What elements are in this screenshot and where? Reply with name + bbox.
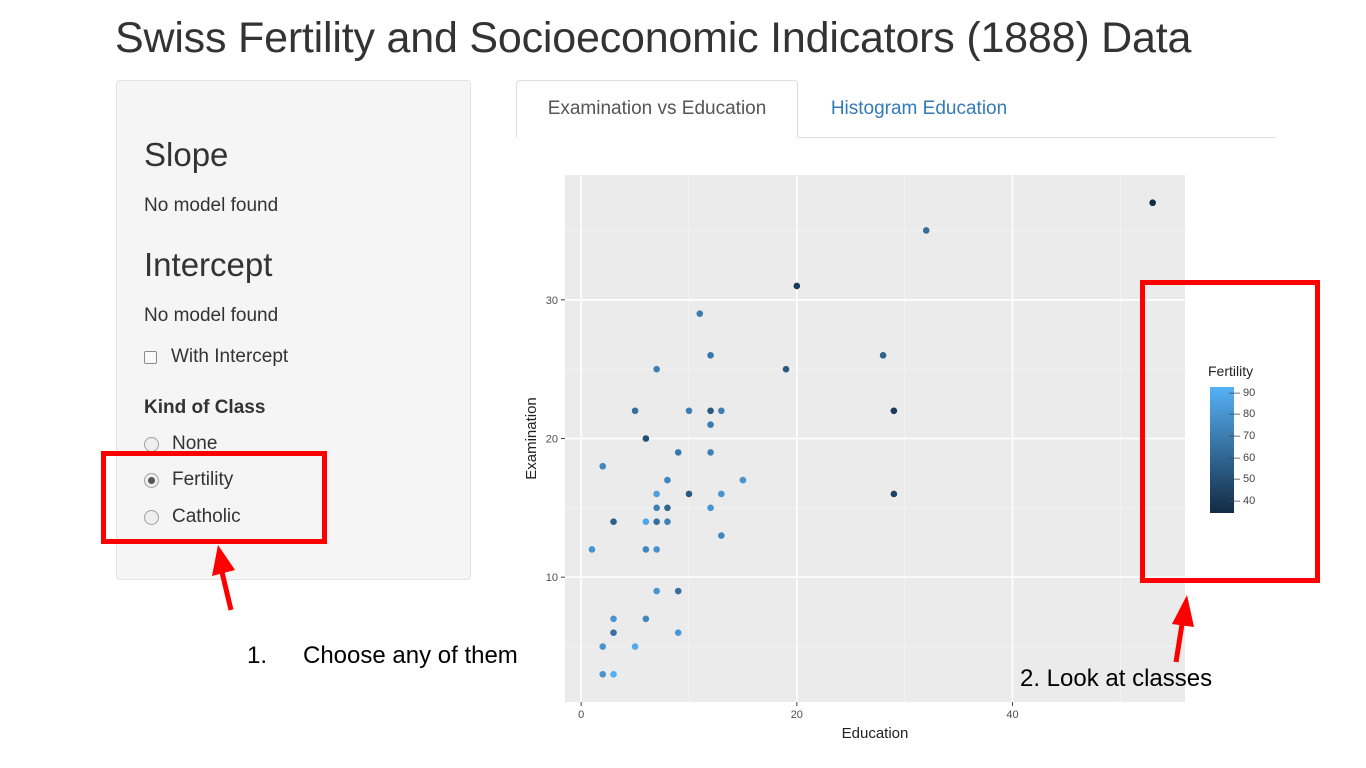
radio-option-catholic[interactable]: Catholic (144, 506, 241, 528)
data-point (718, 407, 725, 415)
data-point (610, 518, 617, 526)
legend-tick-label: — 40 (1229, 495, 1256, 508)
checkbox-label: With Intercept (171, 346, 289, 367)
data-point (664, 476, 671, 484)
scatter-plot: 0 20 40 10 20 30 Education Examination (523, 175, 1185, 742)
data-point (642, 435, 650, 442)
data-point (890, 407, 898, 415)
radio-label: Fertility (172, 469, 234, 490)
data-point (653, 518, 660, 526)
grid-major (565, 175, 1185, 702)
data-point (599, 670, 607, 678)
legend-title: Fertility (1208, 363, 1254, 379)
slope-heading: Slope (144, 136, 229, 173)
data-point (653, 587, 660, 595)
radio-option-none[interactable]: None (144, 433, 217, 455)
y-axis-label: Examination (523, 397, 540, 480)
data-point (793, 282, 801, 290)
intercept-heading: Intercept (144, 246, 273, 283)
y-tick-label: 10 (546, 572, 558, 584)
arrow-up-icon (1172, 595, 1194, 663)
legend-tick-label: — 80 (1229, 408, 1256, 421)
legend-tick-label: — 50 (1229, 473, 1256, 486)
data-point (739, 476, 747, 484)
page-title: Swiss Fertility and Socioeconomic Indica… (115, 14, 1192, 62)
data-point (588, 546, 596, 553)
radio-button[interactable] (144, 509, 159, 525)
tab-histogram-education[interactable]: Histogram Education (830, 98, 1008, 119)
data-point (664, 504, 671, 512)
highlight-box-legend (1140, 280, 1320, 583)
data-point (707, 407, 714, 415)
x-tick-label: 0 (578, 709, 584, 721)
data-point (631, 643, 639, 650)
axes: 0 20 40 10 20 30 (546, 295, 1019, 721)
data-point (685, 407, 693, 415)
x-axis-label: Education (842, 725, 909, 742)
legend-tick-label: — 60 (1229, 451, 1256, 464)
data-point (707, 351, 714, 359)
data-point (718, 490, 725, 498)
radio-button-selected[interactable] (144, 472, 159, 488)
tabs-divider (516, 137, 1276, 138)
data-point (653, 546, 660, 553)
annotation-step2-text: 2. Look at classes (1020, 665, 1213, 692)
data-point (674, 587, 682, 595)
legend-tick-label: — 90 (1229, 386, 1256, 399)
radio-label: Catholic (172, 506, 241, 527)
checkbox-box[interactable] (144, 350, 157, 364)
data-point (642, 615, 650, 623)
data-point (610, 615, 617, 623)
data-point (707, 504, 714, 512)
arrow-up-icon (212, 545, 235, 611)
radio-label: None (172, 433, 218, 454)
data-point (685, 490, 693, 498)
data-point (610, 670, 617, 678)
annotation-step1-number: 1. (247, 642, 268, 669)
data-point (707, 449, 714, 456)
y-tick-label: 20 (546, 434, 558, 446)
highlight-box-class-options (101, 451, 327, 544)
data-point (631, 407, 639, 415)
legend-tick-label: — 70 (1229, 429, 1256, 442)
data-point (653, 365, 660, 373)
data-point (642, 518, 650, 526)
data-point (599, 462, 607, 470)
color-legend: Fertility — 90 — 80 — 70 — 60 — 50 — 40 (1208, 363, 1255, 513)
sidebar-panel: Slope No model found Intercept No model … (116, 80, 471, 580)
data-point (696, 310, 704, 317)
slope-value: No model found (144, 195, 279, 216)
data-point (718, 532, 725, 539)
legend-colorbar (1210, 387, 1234, 513)
data-points (588, 199, 1156, 678)
data-point (922, 227, 930, 234)
data-point (599, 643, 607, 650)
radio-option-fertility[interactable]: Fertility (144, 469, 233, 491)
data-point (707, 421, 714, 428)
data-point (890, 490, 898, 498)
data-point (664, 518, 671, 526)
x-tick-label: 20 (791, 709, 803, 721)
y-tick-label: 30 (546, 295, 558, 307)
data-point (610, 629, 617, 636)
with-intercept-checkbox[interactable]: With Intercept (144, 346, 288, 368)
data-point (782, 365, 790, 373)
x-tick-label: 40 (1006, 709, 1018, 721)
data-point (1149, 199, 1156, 207)
tab-examination-vs-education[interactable]: Examination vs Education (516, 80, 798, 138)
data-point (653, 504, 660, 512)
data-point (879, 351, 887, 359)
intercept-value: No model found (144, 305, 279, 326)
data-point (653, 490, 660, 498)
data-point (674, 629, 682, 636)
data-point (642, 546, 650, 553)
data-point (674, 449, 682, 456)
kind-of-class-label: Kind of Class (144, 397, 266, 418)
radio-button[interactable] (144, 436, 159, 452)
annotation-step1-text: Choose any of them (303, 642, 518, 669)
